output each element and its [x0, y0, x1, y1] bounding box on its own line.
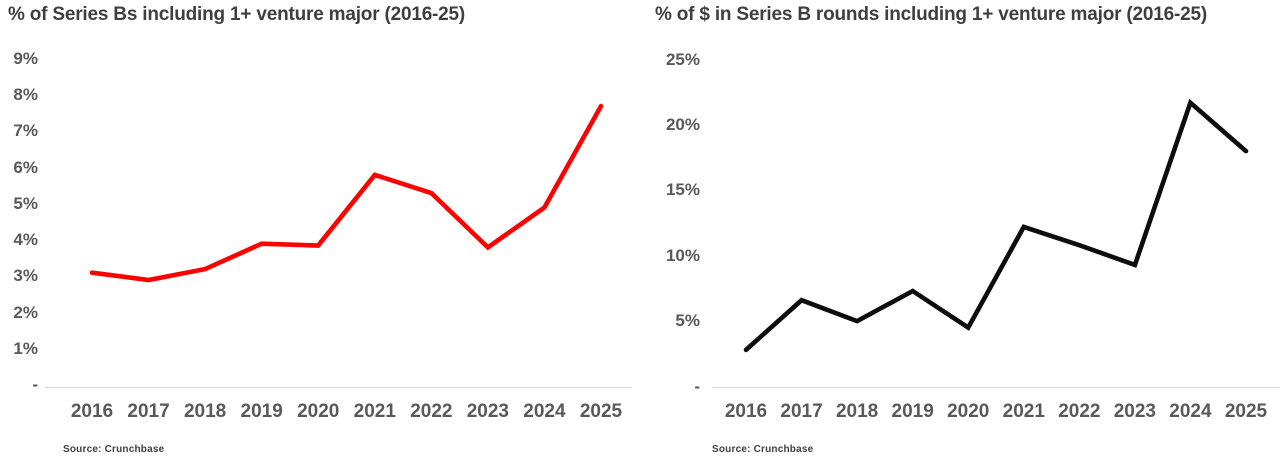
- x-axis-year-label: 2016: [724, 401, 768, 422]
- y-axis-tick-label: 4%: [13, 230, 38, 250]
- y-axis-tick-label: 3%: [13, 266, 38, 286]
- x-axis-year-label: 2025: [1224, 401, 1268, 422]
- y-axis-tick-label: -: [32, 375, 38, 394]
- y-axis-tick-label: 25%: [665, 49, 700, 69]
- y-axis-tick-label: 15%: [665, 180, 700, 200]
- y-axis-tick-label: 6%: [13, 157, 38, 177]
- series-b-count-chart: % of Series Bs including 1+ venture majo…: [8, 4, 632, 455]
- x-axis-year-label: 2020: [947, 401, 990, 422]
- x-axis-year-label: 2024: [523, 401, 566, 422]
- x-axis-year-label: 2021: [1002, 401, 1045, 422]
- x-axis-year-label: 2021: [353, 401, 396, 422]
- chart-title: % of $ in Series B rounds including 1+ v…: [655, 4, 1207, 25]
- x-axis-year-label: 2017: [127, 401, 170, 422]
- y-axis-tick-label: -: [694, 376, 700, 396]
- x-axis-year-label: 2024: [1169, 401, 1212, 422]
- x-axis-year-label: 2023: [1113, 401, 1157, 422]
- x-axis-year-label: 2018: [183, 401, 227, 422]
- x-axis-year-label: 2022: [1058, 401, 1101, 422]
- x-axis-year-label: 2022: [410, 401, 453, 422]
- x-axis-year-label: 2019: [891, 401, 934, 422]
- x-axis-year-label: 2025: [579, 401, 623, 422]
- x-axis-year-label: 2023: [466, 401, 510, 422]
- y-axis-tick-label: 2%: [13, 302, 38, 322]
- source-note: Source: Crunchbase: [63, 444, 165, 455]
- y-axis-tick-label: 7%: [13, 121, 38, 141]
- trend-line-layer: [743, 98, 1249, 353]
- trend-line: [89, 103, 604, 283]
- x-axis-line: [712, 387, 1280, 388]
- chart-title: % of Series Bs including 1+ venture majo…: [8, 4, 466, 25]
- x-axis-year-label: 2020: [297, 401, 340, 422]
- trend-line: [743, 98, 1249, 353]
- y-axis-tick-label: 20%: [665, 114, 700, 134]
- y-axis-tick-label: 8%: [13, 85, 38, 105]
- x-axis-year-label: 2018: [835, 401, 879, 422]
- y-axis-tick-label: 5%: [675, 311, 700, 331]
- x-axis-year-label: 2016: [70, 401, 114, 422]
- x-axis-year-label: 2019: [240, 401, 283, 422]
- trend-line-layer: [89, 103, 604, 283]
- x-axis-year-label: 2017: [780, 401, 823, 422]
- y-axis-tick-label: 10%: [665, 245, 700, 265]
- y-axis-tick-label: 1%: [13, 338, 38, 358]
- x-axis-line: [45, 387, 632, 388]
- y-axis-tick-label: 9%: [13, 49, 38, 68]
- y-axis-tick-label: 5%: [13, 193, 38, 213]
- source-note: Source: Crunchbase: [712, 444, 814, 455]
- series-b-dollars-chart: % of $ in Series B rounds including 1+ v…: [642, 0, 1284, 460]
